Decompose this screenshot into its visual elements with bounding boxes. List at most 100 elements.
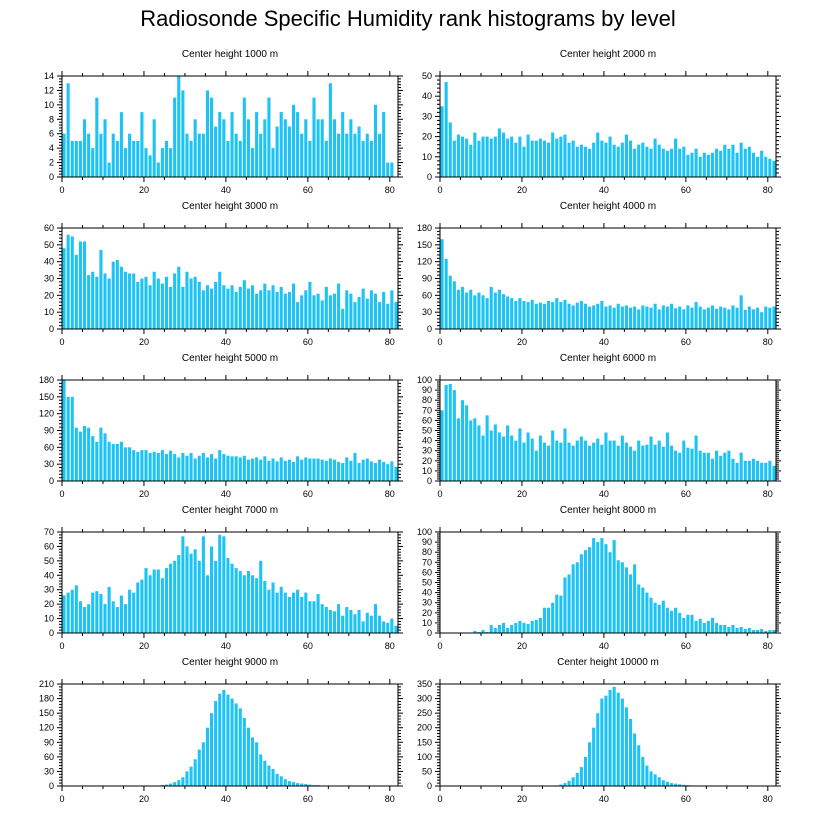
histogram-bar [361,288,365,329]
histogram-bar [551,302,555,329]
histogram-bar [369,290,373,329]
histogram-bar [604,544,608,633]
histogram-bar [308,281,312,329]
histogram-bar [690,307,694,329]
histogram-bar [115,259,119,329]
histogram-bar [669,303,674,329]
histogram-bar [140,112,144,177]
y-tick-label: 40 [422,91,432,101]
histogram-bar [674,308,678,329]
histogram-bar [193,119,197,177]
histogram-panel-8: Center height 8000 m0 20 40 60 8001020304050… [417,505,781,651]
histogram-bar [226,557,230,633]
histogram-bar [706,154,710,177]
histogram-bar [612,144,616,177]
histogram-bar [382,112,386,177]
histogram-bar [751,309,756,329]
histogram-bar [522,622,526,633]
histogram-bar [255,578,259,633]
x-tick-label: 80 [763,794,773,804]
histogram-bar [308,458,312,481]
histogram-bar [115,443,119,481]
histogram-bar [169,563,173,633]
histogram-bar [592,727,596,786]
histogram-bar [579,767,583,786]
figure-title: Radiosonde Specific Humidity rank histog… [140,6,676,31]
histogram-bar [111,601,115,633]
histogram-bar [156,452,160,481]
histogram-bar [567,574,571,633]
histogram-bar [665,607,669,633]
histogram-bar [316,119,320,177]
histogram-bar [369,461,373,481]
histogram-bar [218,112,222,177]
x-tick-label: 80 [385,185,395,195]
histogram-bar [477,140,481,177]
histogram-bar [345,290,349,329]
histogram-bar [263,456,267,481]
histogram-bar [275,592,279,633]
x-tick-label: 40 [599,337,609,347]
histogram-bar [444,385,448,481]
histogram-bar [119,112,123,177]
x-axis: 0 20 40 60 80 [59,375,395,499]
histogram-bar [616,146,620,177]
histogram-bar [583,550,588,633]
histogram-bar [477,425,481,481]
y-tick-label: 10 [422,466,432,476]
histogram-bar [263,119,267,177]
histogram-bar [95,591,99,633]
histogram-bar [189,140,193,177]
bar-series [62,234,398,329]
histogram-bar [678,452,682,481]
histogram-bar [649,436,653,481]
x-axis: 0 20 40 60 80 [59,527,395,651]
histogram-bar [156,569,160,633]
x-tick-label: 60 [303,641,313,651]
histogram-bar [230,563,234,633]
x-tick-label: 20 [139,489,149,499]
histogram-bar [320,459,324,481]
histogram-bar [173,560,177,633]
histogram-bar [751,152,756,177]
histogram-bar [185,771,189,786]
x-tick-label: 40 [221,641,231,651]
histogram-bar [140,450,144,481]
histogram-bar [177,555,181,633]
histogram-bar [772,629,776,633]
histogram-bar [600,698,604,786]
histogram-bar [291,104,296,177]
histogram-bar [214,560,218,633]
histogram-bar [328,295,332,329]
histogram-bar [768,158,772,177]
histogram-bar [747,627,751,633]
histogram-bar [320,119,324,177]
histogram-bar [78,140,82,177]
histogram-bar [300,133,304,177]
histogram-bar [710,305,715,329]
y-tick-label: 60 [44,752,54,762]
x-tick-label: 40 [599,794,609,804]
histogram-bar [575,562,579,633]
histogram-bar [633,450,637,481]
histogram-bar [66,396,70,481]
histogram-bar [694,435,698,481]
histogram-bar [600,444,604,481]
histogram-bar [731,305,735,329]
histogram-bar [312,97,316,177]
histogram-bar [481,435,485,481]
histogram-bar [522,442,526,481]
histogram-bar [152,451,156,481]
histogram-bar [764,156,768,177]
histogram-bar [534,619,538,633]
panel-title: Center height 4000 m [560,201,656,212]
histogram-bar [291,283,296,329]
histogram-bar [255,457,259,481]
histogram-bar [136,281,140,329]
histogram-bar [698,618,702,633]
histogram-bar [555,594,559,633]
histogram-bar [616,303,620,329]
histogram-bar [542,607,547,633]
histogram-bar [645,765,649,786]
